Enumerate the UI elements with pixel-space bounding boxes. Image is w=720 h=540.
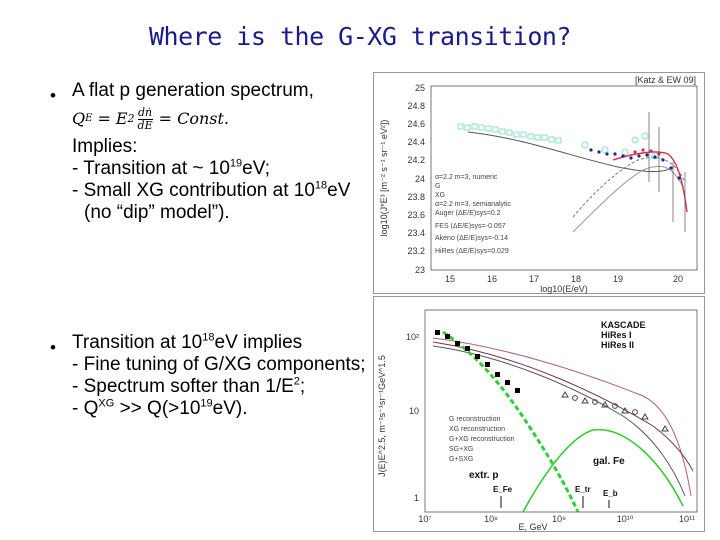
svg-text:15: 15: [445, 274, 455, 284]
svg-text:16: 16: [487, 274, 497, 284]
e-tr-label: E_tr: [575, 485, 591, 494]
reference-label: [Katz & EW 09]: [635, 75, 696, 85]
svg-text:24: 24: [415, 174, 425, 184]
svg-text:G reconstruction: G reconstruction: [449, 416, 500, 423]
numeric-total-curve: [612, 151, 688, 213]
svg-text:23.4: 23.4: [407, 228, 425, 238]
bottom-spectrum-plot: 10² 10 1 10⁷ 10⁸ 10⁹ 10¹⁰ 10¹¹ E, GeV J(…: [373, 296, 705, 532]
svg-text:23.8: 23.8: [407, 192, 425, 202]
svg-text:HiRes I: HiRes I: [601, 330, 632, 340]
top-spectrum-plot: [Katz & EW 09] 25 24.8 24.6 24.4 24.2 24…: [373, 72, 705, 294]
e-fe-label: E_Fe: [493, 485, 513, 494]
g-component-curve: [467, 131, 674, 172]
svg-text:10²: 10²: [406, 332, 419, 342]
svg-text:24.8: 24.8: [407, 101, 425, 111]
svg-text:10⁷: 10⁷: [418, 514, 431, 524]
xg-reconstruction-curve: [522, 428, 684, 513]
svg-text:XG reconstruction: XG reconstruction: [449, 426, 505, 433]
bullet-2-text: Transition at 1018eV implies - Fine tuni…: [72, 332, 366, 420]
svg-text:10¹⁰: 10¹⁰: [617, 514, 634, 524]
line-transition-1e18: Transition at 1018eV implies: [72, 331, 303, 353]
kascade-points: [435, 330, 520, 393]
svg-text:Auger (ΔE/E)sys=0.2: Auger (ΔE/E)sys=0.2: [435, 210, 501, 217]
extragalactic-proton-label: extr. p: [469, 470, 498, 481]
bottom-x-ticks: 10⁷ 10⁸ 10⁹ 10¹⁰ 10¹¹: [418, 514, 695, 524]
bottom-y-ticks: 10² 10 1: [406, 332, 419, 503]
svg-text:17: 17: [529, 274, 539, 284]
svg-text:24.6: 24.6: [407, 119, 425, 129]
svg-text:10⁸: 10⁸: [484, 514, 498, 524]
svg-text:10: 10: [409, 406, 419, 416]
svg-text:G+SXG: G+SXG: [449, 456, 473, 463]
line-flat-spectrum: A flat p generation spectrum,: [72, 80, 314, 101]
semianalytic-curve: [572, 157, 686, 218]
top-y-ticks: 25 24.8 24.6 24.4 24.2 24 23.8 23.6 23.4…: [407, 83, 425, 275]
svg-text:25: 25: [415, 83, 425, 93]
svg-text:XG: XG: [435, 192, 445, 199]
g-reconstruction-curve: [442, 330, 580, 513]
e-b-label: E_b: [603, 489, 618, 498]
bullet-1: •: [50, 86, 56, 105]
line-small-xg: - Small XG contribution at 1018eV: [72, 179, 351, 201]
bottom-y-label: J(E)E^2.5, m⁻²s⁻¹sr⁻¹GeV^1.5: [377, 355, 387, 477]
svg-text:19: 19: [613, 274, 623, 284]
line-qxg: - QXG >> Q(>1019eV).: [72, 397, 248, 419]
svg-text:23: 23: [415, 265, 425, 275]
svg-text:Akeno (ΔE/E)sys=-0.14: Akeno (ΔE/E)sys=-0.14: [435, 235, 508, 242]
fes-akeno-markers: [457, 123, 659, 160]
svg-text:G: G: [435, 183, 440, 190]
top-x-ticks: 15 16 17 18 19 20: [445, 274, 683, 284]
svg-text:10⁹: 10⁹: [552, 514, 566, 524]
svg-text:24.2: 24.2: [407, 155, 425, 165]
slide-title: Where is the G-XG transition?: [149, 22, 572, 51]
error-bars: [648, 112, 686, 232]
bottom-legend-right: KASCADE HiRes I HiRes II: [601, 320, 646, 350]
top-legend: α=2.2 m=3, numeric G XG α=2.2 m=3, semia…: [435, 174, 512, 255]
hires-auger-points: [589, 148, 681, 180]
galactic-iron-label: gal. Fe: [593, 456, 625, 467]
derivative-fraction: dṅ dE: [137, 105, 153, 132]
sg-plus-xg-curve: [432, 337, 692, 497]
top-x-label: log10(E/eV): [540, 284, 588, 294]
line-softer-spectrum: - Spectrum softer than 1/E2;: [72, 375, 306, 397]
energy-markers: [500, 496, 610, 508]
svg-text:G+XG reconstruction: G+XG reconstruction: [449, 436, 515, 443]
xg-component-curve: [572, 165, 684, 233]
bottom-plot-frame: [424, 309, 698, 513]
svg-text:18: 18: [571, 274, 581, 284]
g-plus-xg-curve: [432, 345, 686, 497]
line-no-dip: (no “dip” model”).: [84, 202, 230, 223]
svg-text:1: 1: [414, 493, 419, 503]
top-y-label: log10(J*E³ [m⁻² s⁻¹ sr⁻¹ eV²]): [379, 120, 389, 237]
svg-text:10¹¹: 10¹¹: [679, 514, 695, 524]
svg-text:23.2: 23.2: [407, 246, 425, 256]
svg-text:HiRes (ΔE/E)sys=0.029: HiRes (ΔE/E)sys=0.029: [435, 248, 509, 255]
svg-text:FES (ΔE/E)sys=-0.057: FES (ΔE/E)sys=-0.057: [435, 223, 506, 230]
svg-text:SG+XG: SG+XG: [449, 446, 473, 453]
line-transition-1e19: - Transition at ~ 1019eV;: [72, 157, 270, 179]
bottom-x-label: E, GeV: [518, 522, 547, 532]
g-plus-sxg-curve: [432, 341, 694, 472]
hires-points: [561, 391, 669, 432]
bottom-legend-left: G reconstruction XG reconstruction G+XG …: [449, 416, 515, 463]
svg-text:α=2.2 m=3, semianalytic: α=2.2 m=3, semianalytic: [435, 201, 512, 208]
line-fine-tuning: - Fine tuning of G/XG components;: [72, 354, 366, 375]
svg-text:α=2.2 m=3, numeric: α=2.2 m=3, numeric: [435, 174, 498, 181]
top-plot-frame: [430, 85, 698, 271]
svg-text:KASCADE: KASCADE: [601, 320, 646, 330]
svg-text:23.6: 23.6: [407, 210, 425, 220]
svg-text:HiRes II: HiRes II: [601, 340, 634, 350]
implies-label: Implies:: [72, 136, 138, 157]
svg-text:20: 20: [673, 274, 683, 284]
bullet-2: •: [50, 338, 56, 357]
svg-text:24.4: 24.4: [407, 137, 425, 147]
